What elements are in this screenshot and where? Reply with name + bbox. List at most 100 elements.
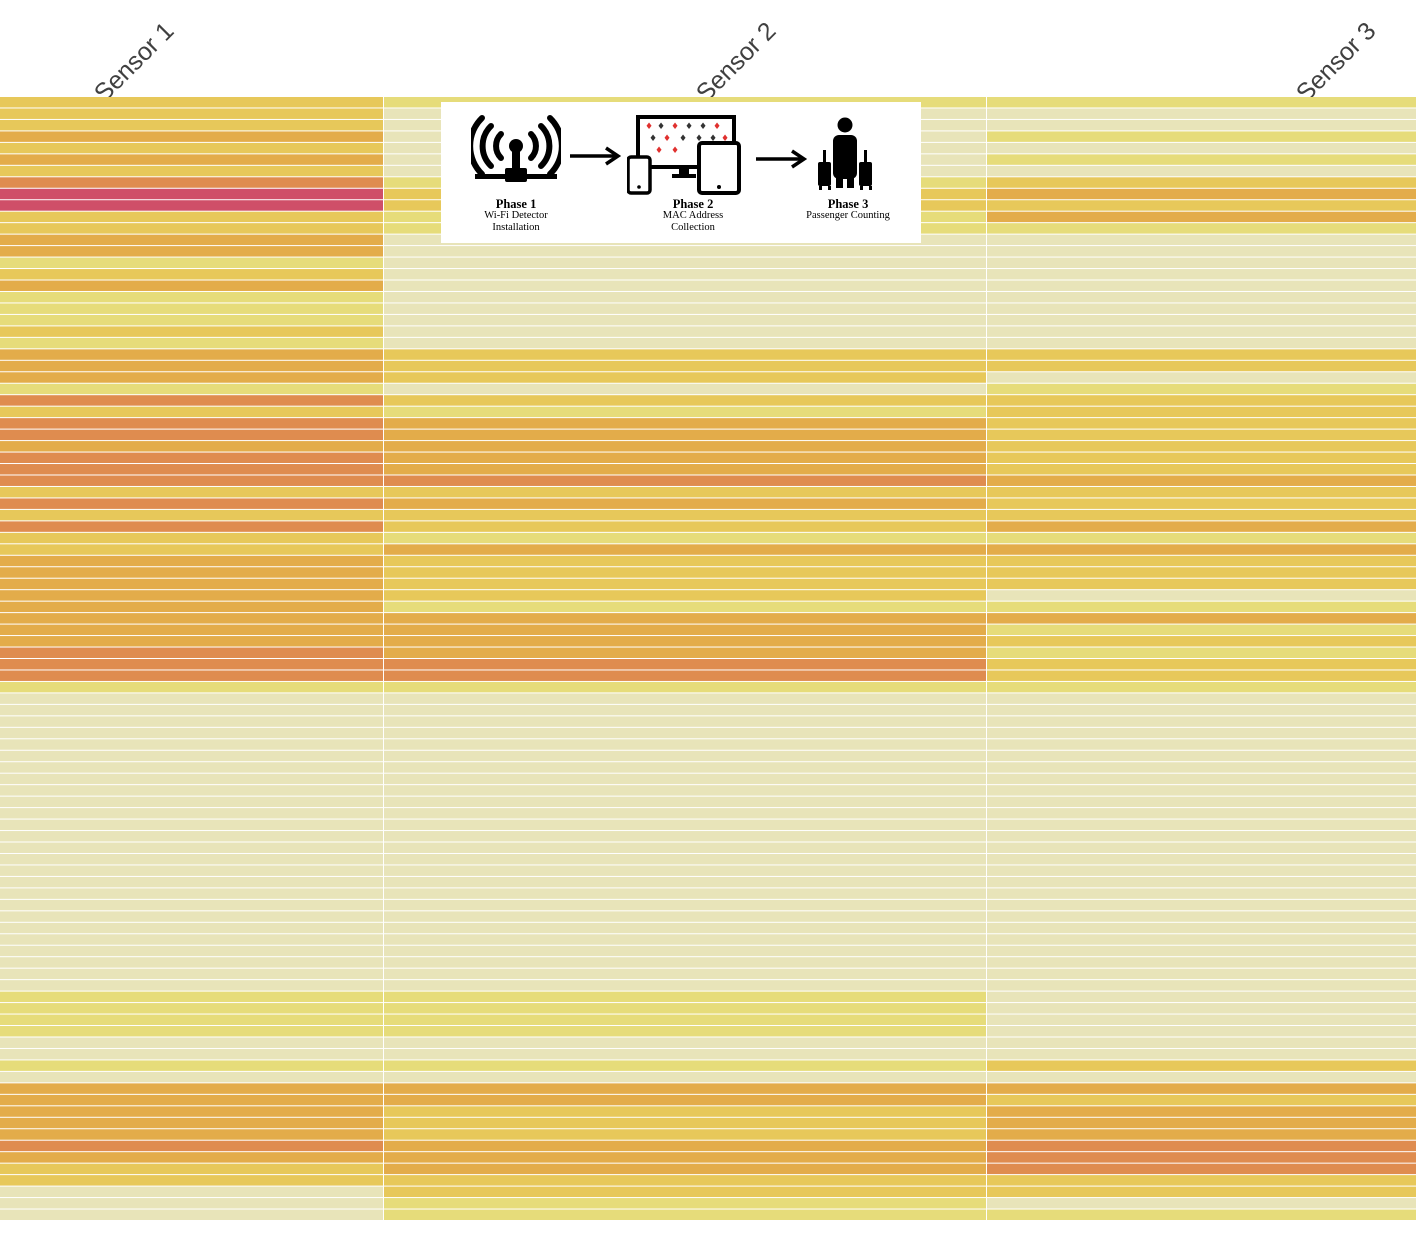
heatmap-cell <box>384 567 986 578</box>
heatmap-cell <box>384 773 986 785</box>
heatmap-cell <box>987 762 1416 773</box>
heatmap-cell <box>987 97 1416 108</box>
heatmap-cell <box>0 337 383 349</box>
heatmap-cell <box>384 1129 986 1140</box>
heatmap-cell <box>0 865 383 876</box>
heatmap-cell <box>987 223 1416 234</box>
heatmap-cell <box>987 165 1416 177</box>
heatmap-cell <box>384 865 986 876</box>
arrow-right-icon <box>570 146 622 166</box>
heatmap-cell <box>0 613 383 624</box>
heatmap-cell <box>384 280 986 291</box>
heatmap-cell <box>987 544 1416 555</box>
heatmap-cell <box>384 1163 986 1175</box>
phase-description: Wi-Fi Detector Installation <box>484 210 548 233</box>
heatmap-cell <box>987 200 1416 211</box>
heatmap-cell <box>987 131 1416 142</box>
heatmap-cell <box>987 876 1416 888</box>
heatmap-cell <box>384 1026 986 1037</box>
heatmap-cell <box>0 257 383 269</box>
heatmap-cell <box>987 739 1416 750</box>
heatmap-cell <box>987 372 1416 383</box>
heatmap-cell <box>0 1163 383 1175</box>
heatmap-cell <box>987 395 1416 406</box>
heatmap-cell <box>0 1094 383 1106</box>
heatmap-cell <box>987 968 1416 980</box>
phase-title: Phase 1 <box>495 197 537 211</box>
heatmap-cell <box>987 796 1416 808</box>
heatmap-cell <box>0 922 383 934</box>
heatmap-cell <box>0 670 383 681</box>
heatmap-cell <box>987 418 1416 429</box>
heatmap-cell <box>987 429 1416 441</box>
heatmap-cell <box>0 968 383 980</box>
heatmap-cell <box>384 521 986 532</box>
heatmap-cell <box>0 486 383 498</box>
heatmap-cell <box>384 1198 986 1209</box>
heatmap-cell <box>0 853 383 865</box>
heatmap-cell <box>0 991 383 1003</box>
heatmap-cell <box>384 509 986 521</box>
process-inset: ♦ ♦ ♦ ♦ ♦ ♦ ♦ ♦ ♦ ♦ ♦ ♦ ♦ ♦ Phase 1 Wi-Fi Detec… <box>441 102 921 243</box>
heatmap-cell <box>987 464 1416 475</box>
heatmap-cell <box>987 1186 1416 1198</box>
heatmap-cell <box>987 486 1416 498</box>
heatmap-cell <box>0 888 383 899</box>
heatmap-cell <box>0 314 383 326</box>
heatmap-cell <box>0 876 383 888</box>
phase-1-caption: Phase 1 Wi-Fi Detector Installation <box>461 198 571 234</box>
heatmap-cell <box>987 934 1416 945</box>
heatmap-cell <box>987 773 1416 785</box>
heatmap-cell <box>987 1060 1416 1071</box>
heatmap-cell <box>384 922 986 934</box>
heatmap-cell <box>987 853 1416 865</box>
heatmap-cell <box>987 865 1416 876</box>
heatmap-cell <box>0 154 383 165</box>
heatmap-cell <box>0 360 383 372</box>
heatmap-cell <box>384 899 986 911</box>
heatmap-cell <box>987 108 1416 119</box>
heatmap-cell <box>0 934 383 945</box>
heatmap-cell <box>384 1014 986 1026</box>
heatmap-cell <box>384 246 986 257</box>
heatmap-cell <box>0 1106 383 1117</box>
heatmap-cell <box>987 911 1416 922</box>
heatmap-cell <box>384 876 986 888</box>
heatmap-cell <box>384 762 986 773</box>
heatmap-cell <box>384 831 986 842</box>
heatmap-cell <box>384 578 986 590</box>
heatmap-cell <box>384 441 986 452</box>
heatmap-cell <box>384 452 986 464</box>
heatmap-cell <box>0 475 383 486</box>
heatmap-cell <box>0 681 383 693</box>
svg-text:♦: ♦ <box>721 134 729 144</box>
heatmap-cell <box>384 406 986 418</box>
heatmap-cell <box>384 739 986 750</box>
svg-text:♦: ♦ <box>671 122 679 132</box>
heatmap-cell <box>0 246 383 257</box>
heatmap-cell <box>384 1083 986 1094</box>
heatmap-cell <box>987 441 1416 452</box>
heatmap-cell <box>987 670 1416 681</box>
heatmap-cell <box>384 1060 986 1071</box>
heatmap-cell <box>384 934 986 945</box>
heatmap-cell <box>384 888 986 899</box>
heatmap-cell <box>0 131 383 142</box>
heatmap-cell <box>384 1117 986 1129</box>
heatmap-cell <box>987 1083 1416 1094</box>
heatmap-cell <box>0 326 383 337</box>
svg-text:♦: ♦ <box>671 146 679 156</box>
heatmap-cell <box>987 509 1416 521</box>
heatmap-cell <box>0 1003 383 1014</box>
heatmap-cell <box>987 567 1416 578</box>
heatmap-cell <box>987 475 1416 486</box>
phase-title: Phase 3 <box>827 197 869 211</box>
heatmap-cell <box>384 555 986 567</box>
heatmap-cell <box>987 246 1416 257</box>
heatmap-cell <box>384 349 986 360</box>
heatmap-cell <box>0 223 383 234</box>
svg-text:♦: ♦ <box>679 134 687 144</box>
heatmap-cell <box>0 291 383 303</box>
heatmap-cell <box>987 1003 1416 1014</box>
heatmap-cell <box>987 269 1416 280</box>
